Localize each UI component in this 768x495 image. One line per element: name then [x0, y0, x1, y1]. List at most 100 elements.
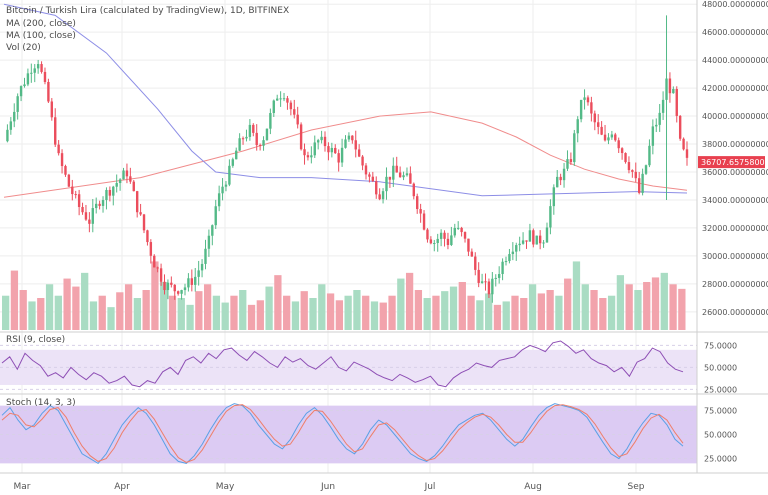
candle-body: [361, 156, 364, 166]
volume-bar: [643, 282, 651, 330]
candle-body: [276, 98, 279, 101]
candle-body: [429, 239, 433, 244]
candle-body: [176, 291, 180, 294]
volume-bar: [493, 304, 502, 330]
volume-bar: [230, 295, 238, 330]
candle-body: [77, 194, 81, 208]
candle-body: [146, 230, 149, 243]
candle-body: [347, 135, 351, 140]
candle-body: [64, 166, 67, 175]
volume-bar: [485, 293, 493, 330]
candle-body: [153, 255, 156, 268]
candle-body: [159, 268, 163, 282]
candle-body: [456, 227, 460, 229]
volume-bar: [98, 295, 106, 330]
candle-body: [36, 64, 40, 69]
candle-body: [491, 278, 494, 295]
candle-body: [436, 238, 439, 244]
ma100-label: MA (100, close): [6, 31, 76, 41]
candle-body: [672, 88, 675, 94]
x-tick-label: Jun: [320, 482, 335, 492]
x-tick-label: Sep: [628, 482, 645, 492]
candle-body: [221, 186, 224, 194]
volume-bar: [203, 284, 212, 330]
candle-body: [559, 176, 562, 181]
volume-bar: [2, 295, 10, 330]
candle-body: [617, 140, 620, 149]
candle-body: [245, 136, 248, 139]
volume-bar: [19, 290, 27, 330]
volume-bar: [502, 301, 510, 330]
volume-bar: [555, 295, 563, 330]
candle-body: [484, 281, 487, 283]
volume-bar: [37, 298, 45, 330]
candle-body: [303, 149, 306, 156]
rsi-pane: [0, 340, 697, 390]
volume-bar: [256, 300, 264, 330]
candle-body: [504, 261, 508, 263]
candle-body: [416, 196, 419, 210]
y-tick-label: 34000.00000000: [702, 196, 768, 205]
volume-bar: [660, 272, 668, 330]
moving-averages: [3, 3, 688, 198]
volume-bar: [353, 290, 361, 330]
candle-body: [33, 68, 36, 73]
candle-body: [166, 282, 170, 291]
candle-body: [9, 121, 13, 130]
candle-body: [88, 219, 91, 224]
candle-body: [542, 242, 545, 244]
volume-bar: [72, 286, 80, 330]
volume-bar: [221, 302, 229, 330]
candle-body: [197, 270, 200, 277]
volume-bar: [300, 291, 308, 330]
candle-body: [293, 109, 296, 115]
candle-body: [682, 138, 685, 150]
candle-body: [214, 206, 217, 226]
candle-body: [388, 176, 392, 180]
candle-body: [115, 183, 118, 187]
candle-body: [207, 235, 211, 249]
candle-body: [125, 170, 129, 177]
ma200-label: MA (200, close): [6, 19, 76, 29]
candle-body: [187, 278, 190, 288]
volume-bar: [564, 278, 572, 330]
stoch-label: Stoch (14, 3, 3): [6, 398, 76, 408]
volume-bar: [344, 295, 352, 330]
rsi-tick-label: 75.0000: [704, 341, 737, 350]
candle-body: [385, 176, 388, 192]
candle-body: [395, 165, 398, 173]
volume-bar: [590, 290, 598, 330]
candle-body: [634, 171, 637, 179]
volume-bar: [476, 300, 484, 330]
candle-body: [108, 189, 112, 196]
volume-bar: [651, 277, 660, 330]
volume-bar: [467, 295, 475, 330]
candle-body: [313, 142, 316, 156]
volume-bar: [581, 284, 589, 330]
volume-bar: [405, 272, 414, 330]
volume-bar: [54, 295, 62, 330]
candle-body: [668, 78, 672, 94]
candle-body: [255, 132, 258, 146]
volume-bar: [160, 282, 168, 330]
candle-body: [200, 263, 204, 271]
candle-body: [607, 137, 610, 141]
candle-body: [112, 186, 115, 196]
candle-body: [306, 155, 310, 158]
ma100-line: [3, 3, 688, 197]
candle-body: [98, 203, 101, 206]
candle-body: [637, 178, 641, 193]
volume-bar: [528, 284, 537, 330]
volume-bar: [546, 290, 554, 330]
candle-body: [566, 159, 569, 169]
candle-body: [231, 159, 235, 166]
candle-body: [190, 278, 194, 285]
candle-body: [412, 183, 415, 197]
candle-body: [532, 230, 535, 245]
volume-bar: [177, 298, 185, 330]
y-tick-label: 36000.00000000: [702, 168, 768, 177]
candle-body: [40, 64, 43, 72]
candle-body: [54, 117, 57, 145]
candle-body: [497, 274, 501, 278]
candle-body: [392, 165, 395, 180]
